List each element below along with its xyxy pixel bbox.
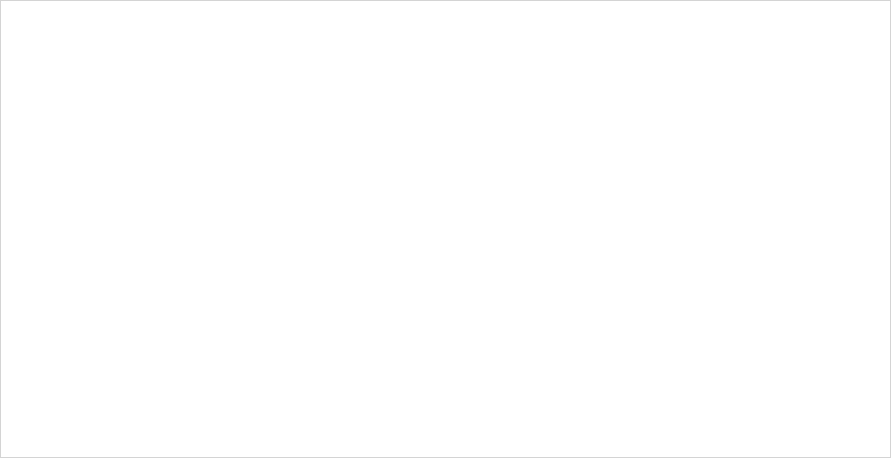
- pie-3d-svg: [1, 1, 890, 457]
- chart-canvas: [0, 0, 891, 458]
